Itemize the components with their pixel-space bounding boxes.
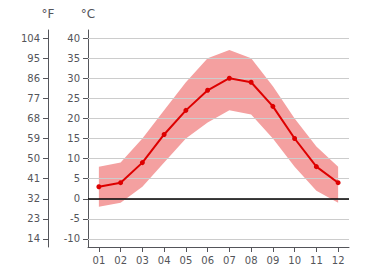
svg-text:02: 02 [114,255,127,266]
svg-text:35: 35 [67,53,80,64]
svg-text:95: 95 [27,53,40,64]
svg-text:°F: °F [42,7,55,21]
svg-text:01: 01 [93,255,106,266]
svg-text:77: 77 [27,93,40,104]
svg-text:41: 41 [27,173,40,184]
svg-text:104: 104 [21,33,40,44]
svg-text:06: 06 [201,255,214,266]
svg-text:30: 30 [67,73,80,84]
svg-text:15: 15 [67,133,80,144]
svg-text:0: 0 [74,193,80,204]
svg-text:59: 59 [27,133,40,144]
svg-text:12: 12 [332,255,345,266]
svg-text:32: 32 [27,193,40,204]
svg-text:50: 50 [27,153,40,164]
svg-text:86: 86 [27,73,40,84]
svg-text:14: 14 [27,233,40,244]
svg-text:68: 68 [27,113,40,124]
svg-text:25: 25 [67,93,80,104]
svg-text:23: 23 [27,213,40,224]
svg-text:°C: °C [81,7,95,21]
svg-text:09: 09 [267,255,280,266]
svg-text:10: 10 [67,153,80,164]
svg-text:08: 08 [245,255,258,266]
svg-text:11: 11 [310,255,323,266]
svg-text:-5: -5 [70,213,80,224]
svg-text:40: 40 [67,33,80,44]
svg-text:04: 04 [158,255,171,266]
svg-text:5: 5 [74,173,80,184]
svg-text:03: 03 [136,255,149,266]
svg-text:07: 07 [223,255,236,266]
svg-text:05: 05 [180,255,193,266]
svg-text:-10: -10 [64,233,80,244]
svg-text:10: 10 [288,255,301,266]
svg-text:20: 20 [67,113,80,124]
